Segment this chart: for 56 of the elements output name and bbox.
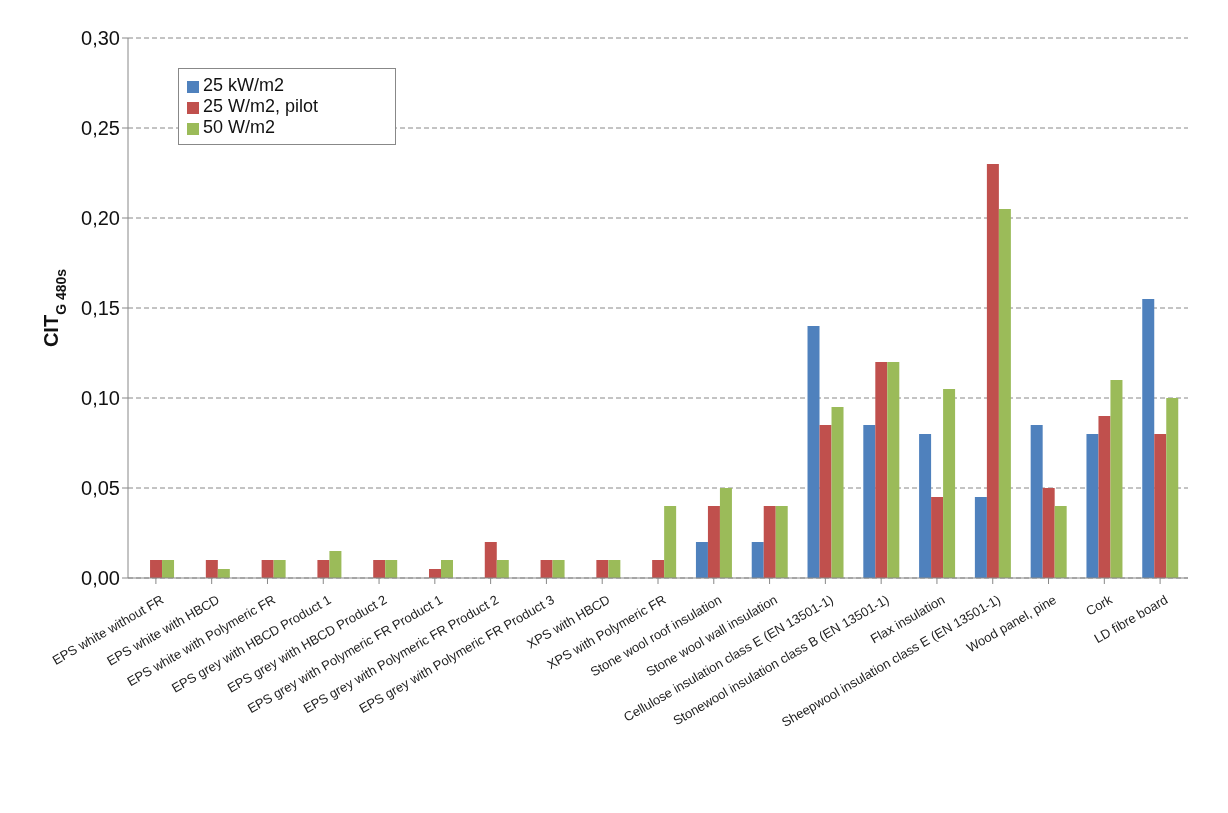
bar [273,560,286,578]
bar [596,560,609,578]
bar [552,560,565,578]
bar [1030,425,1043,578]
bar [608,560,621,578]
bar [943,389,956,578]
bar [763,506,776,578]
y-tick-label: 0,20 [81,207,120,230]
bar [974,497,987,578]
bar [887,362,900,578]
bar [751,542,764,578]
bar [1110,380,1123,578]
bar [986,164,999,578]
bar [875,362,888,578]
bar [373,560,386,578]
bar [919,434,932,578]
bar [931,497,944,578]
x-tick-label: Cork [1083,591,1116,619]
bar [998,209,1011,578]
bar [719,488,732,578]
bar [1054,506,1067,578]
bar [484,542,497,578]
bar [162,560,175,578]
bar [1154,434,1167,578]
bar [863,425,876,578]
bar [707,506,720,578]
bar [261,560,274,578]
bar [1166,398,1179,578]
bar [695,542,708,578]
y-tick-label: 0,30 [81,27,120,50]
bar [1042,488,1055,578]
y-tick-label: 0,25 [81,117,120,140]
bar [664,506,677,578]
bar [205,560,218,578]
bar [150,560,163,578]
bar [540,560,553,578]
legend-label: 25 kW/m2 [203,75,285,95]
bar [652,560,665,578]
bar [1098,416,1111,578]
bar [1142,299,1155,578]
legend-label: 50 W/m2 [203,117,276,137]
bar [1086,434,1099,578]
bar [440,560,453,578]
legend-label: 25 W/m2, pilot [203,96,319,116]
bar [775,506,788,578]
bar [329,551,342,578]
y-tick-label: 0,15 [81,297,120,320]
bar [385,560,398,578]
bar [819,425,832,578]
bar [807,326,820,578]
y-tick-label: 0,05 [81,477,120,500]
bar [317,560,330,578]
bar [496,560,509,578]
y-tick-label: 0,00 [81,567,120,590]
y-tick-label: 0,10 [81,387,120,410]
bar [831,407,844,578]
